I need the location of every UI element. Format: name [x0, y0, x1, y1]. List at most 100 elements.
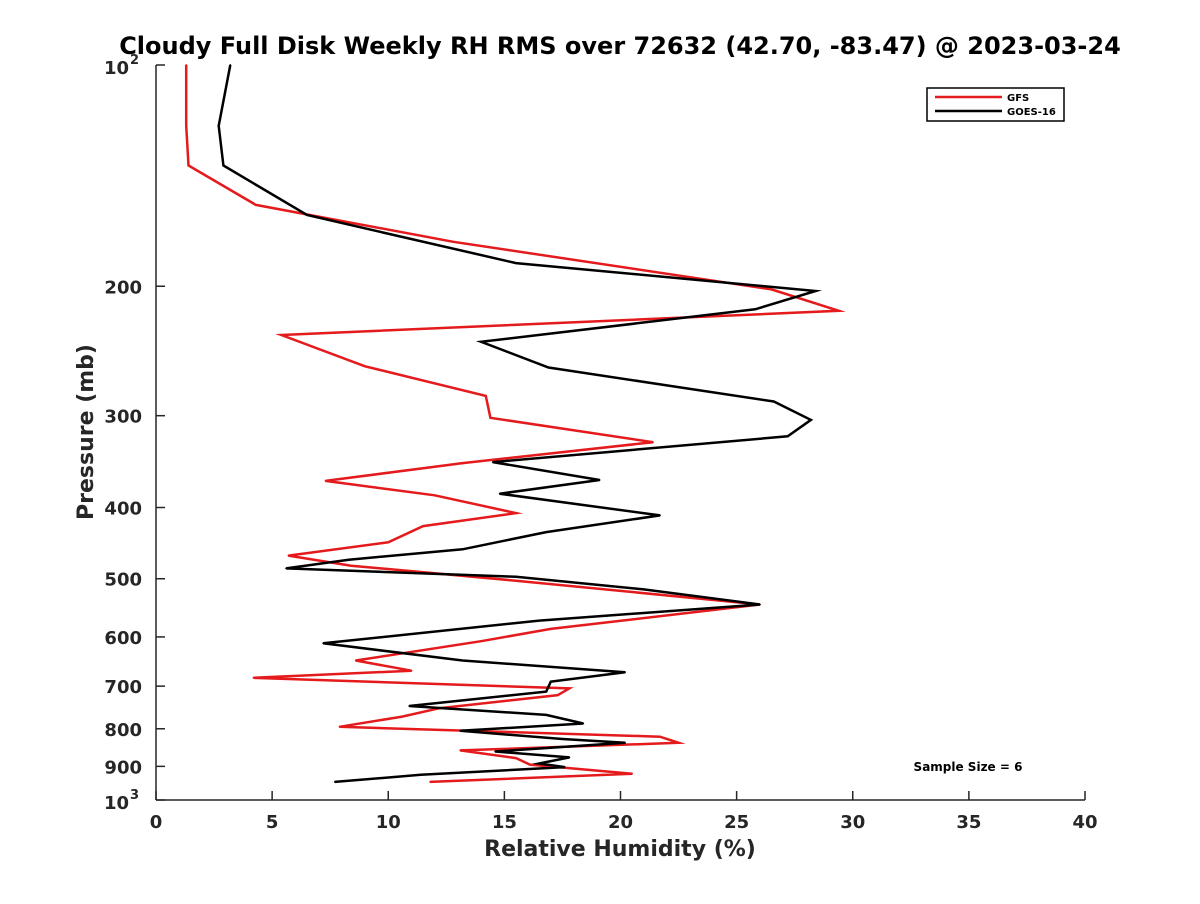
- data-point-gfs: [452, 240, 455, 243]
- data-point-gfs: [422, 525, 424, 527]
- x-tick-label: 15: [492, 812, 517, 833]
- data-point-goes-16: [480, 340, 482, 343]
- data-point-goes-16: [659, 514, 661, 517]
- data-point-gfs: [338, 725, 341, 728]
- data-point-goes-16: [222, 164, 225, 167]
- data-point-goes-16: [494, 750, 496, 753]
- data-point-gfs: [280, 334, 283, 336]
- x-axis-label: Relative Humidity (%): [484, 837, 756, 862]
- data-point-gfs: [401, 715, 404, 718]
- y-tick-label-base: 10: [104, 793, 129, 814]
- series-gfs: [184, 64, 846, 784]
- series-goes-16: [217, 64, 823, 784]
- data-point-gfs: [287, 554, 290, 557]
- data-point-goes-16: [582, 722, 585, 725]
- y-tick-label: 500: [104, 570, 142, 591]
- data-point-gfs: [252, 676, 255, 679]
- data-point-goes-16: [322, 642, 325, 645]
- legend: GFS GOES-16: [926, 87, 1065, 122]
- y-tick-label: 300: [104, 407, 142, 428]
- y-tick-label-base: 10: [104, 58, 129, 79]
- y-tick-label: 600: [104, 628, 142, 649]
- data-point-goes-16: [229, 64, 232, 66]
- data-point-gfs: [185, 64, 188, 66]
- data-point-gfs: [364, 365, 366, 368]
- x-tick-label: 10: [376, 812, 401, 833]
- data-point-gfs: [770, 288, 773, 291]
- data-point-gfs: [677, 741, 680, 744]
- data-point-goes-16: [568, 756, 571, 759]
- data-point-goes-16: [538, 619, 541, 622]
- data-point-gfs: [350, 564, 352, 567]
- data-point-gfs: [652, 441, 654, 444]
- data-point-goes-16: [306, 214, 308, 216]
- chart-title: Cloudy Full Disk Weekly RH RMS over 7263…: [119, 32, 1121, 60]
- data-point-goes-16: [549, 680, 552, 683]
- data-point-goes-16: [598, 479, 601, 481]
- data-point-goes-16: [810, 419, 812, 421]
- data-point-goes-16: [515, 575, 517, 578]
- data-point-goes-16: [408, 705, 411, 707]
- y-tick-label: 400: [104, 499, 142, 520]
- x-tick-label: 30: [840, 812, 865, 833]
- data-point-gfs: [484, 395, 487, 397]
- y-tick-label-power: 10 3: [104, 788, 139, 814]
- x-tick-label: 25: [724, 812, 749, 833]
- data-point-gfs: [410, 669, 413, 672]
- data-point-gfs: [185, 124, 188, 127]
- data-point-goes-16: [285, 567, 287, 570]
- legend-label-goes-16: GOES-16: [1007, 107, 1056, 118]
- data-point-gfs: [489, 416, 492, 419]
- x-tick-label: 20: [608, 812, 633, 833]
- x-tick-label: 5: [266, 812, 279, 833]
- data-point-gfs: [324, 480, 327, 482]
- data-point-goes-16: [624, 671, 626, 674]
- sample-size-annotation: Sample Size = 6: [914, 760, 1023, 774]
- data-point-goes-16: [461, 659, 464, 662]
- y-axis-label: Pressure (mb): [74, 344, 99, 520]
- data-point-goes-16: [461, 548, 464, 551]
- data-point-goes-16: [786, 435, 789, 438]
- data-point-goes-16: [459, 729, 462, 732]
- data-point-goes-16: [754, 308, 757, 311]
- legend-box: [926, 87, 1065, 122]
- data-point-gfs: [480, 640, 482, 643]
- data-point-goes-16: [217, 124, 220, 127]
- y-tick-label-power: 10 2: [104, 53, 139, 79]
- data-point-goes-16: [419, 773, 422, 776]
- data-point-gfs: [354, 659, 357, 662]
- data-point-goes-16: [547, 366, 550, 369]
- data-point-goes-16: [545, 531, 548, 533]
- data-point-goes-16: [333, 781, 336, 783]
- data-point-goes-16: [814, 290, 817, 292]
- x-axis-ticks: 0 5 10 15 20 25 30 35 40: [150, 791, 1098, 833]
- data-point-goes-16: [515, 262, 517, 264]
- y-tick-label: 900: [104, 757, 142, 778]
- data-point-goes-16: [545, 714, 548, 716]
- x-tick-label: 40: [1072, 812, 1097, 833]
- y-tick-label-exponent: 2: [130, 53, 139, 68]
- y-tick-label-exponent: 3: [130, 788, 139, 803]
- y-tick-label: 800: [104, 720, 142, 741]
- data-point-goes-16: [624, 741, 626, 744]
- data-point-gfs: [429, 781, 431, 783]
- data-point-gfs: [461, 462, 464, 464]
- data-point-gfs: [556, 694, 559, 696]
- data-point-gfs: [433, 494, 436, 497]
- series-layer: [184, 64, 846, 784]
- data-point-goes-16: [491, 461, 494, 463]
- data-point-gfs: [568, 687, 571, 690]
- data-point-gfs: [387, 541, 390, 544]
- data-point-gfs: [659, 735, 661, 738]
- data-point-goes-16: [772, 400, 775, 403]
- data-point-goes-16: [545, 690, 548, 693]
- data-point-goes-16: [347, 558, 350, 561]
- data-point-gfs: [837, 309, 840, 312]
- data-point-gfs: [187, 164, 190, 167]
- data-point-gfs: [529, 763, 531, 766]
- data-point-gfs: [631, 772, 633, 775]
